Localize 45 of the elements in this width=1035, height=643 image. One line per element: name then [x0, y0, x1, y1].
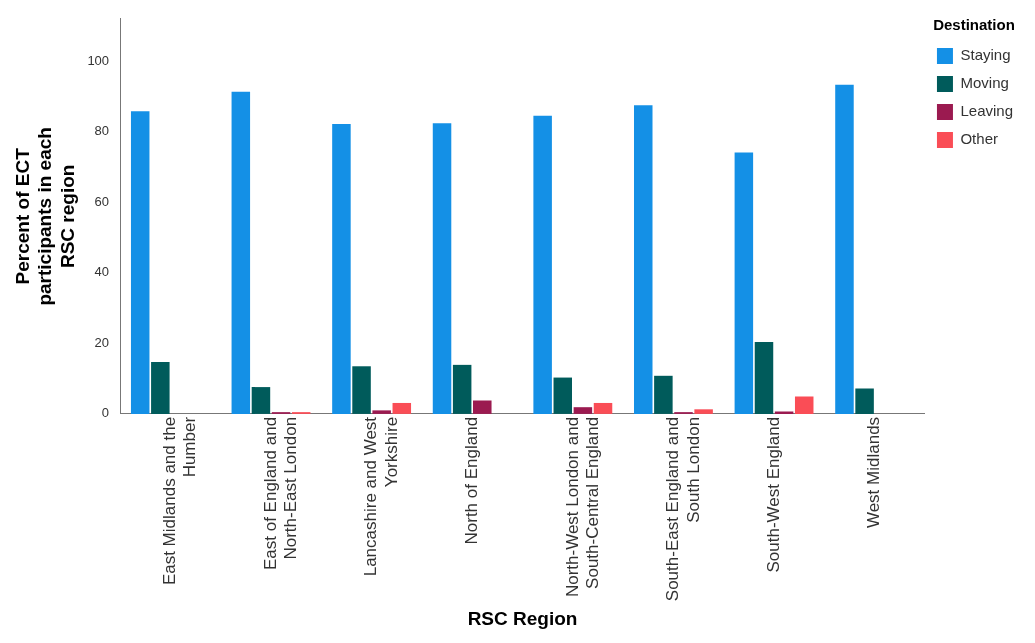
- bar: [473, 400, 492, 414]
- bar: [151, 362, 170, 414]
- bar: [855, 388, 874, 414]
- legend-label: Staying: [960, 46, 1011, 64]
- y-tick-label: 20: [94, 334, 110, 350]
- y-axis-title: Percent of ECT participants in each RSC region: [11, 127, 79, 306]
- bar: [593, 402, 613, 414]
- x-tick-label: South-West England: [763, 416, 783, 573]
- bar: [634, 105, 653, 414]
- bar: [734, 152, 754, 414]
- bar: [452, 364, 472, 414]
- legend-label: Other: [960, 130, 998, 148]
- x-tick-label: East of England and North-East London: [260, 416, 301, 571]
- x-tick-label: North-West London and South-Central England: [562, 416, 602, 598]
- bar: [231, 91, 251, 414]
- legend-label: Leaving: [960, 102, 1013, 120]
- bar: [332, 123, 351, 414]
- bar: [392, 402, 412, 414]
- bar: [432, 123, 452, 414]
- bar: [754, 341, 774, 414]
- bar: [372, 410, 391, 414]
- bar: [654, 375, 673, 414]
- y-tick-label: 0: [101, 405, 110, 421]
- legend-title: Destination: [933, 15, 1015, 33]
- x-tick-label: West Midlands: [864, 416, 884, 529]
- x-tick-label: East Midlands and the Humber: [160, 416, 200, 586]
- bar: [794, 396, 814, 414]
- legend-label: Moving: [960, 74, 1009, 92]
- x-axis-title: RSC Region: [467, 607, 578, 629]
- bar: [533, 115, 552, 414]
- x-tick-label: North of England: [461, 416, 481, 545]
- y-tick-label: 40: [94, 264, 110, 280]
- bar: [130, 111, 150, 414]
- y-tick-label: 100: [87, 52, 110, 68]
- y-tick-label: 80: [94, 123, 110, 139]
- bar: [352, 366, 371, 414]
- bar: [573, 407, 593, 414]
- bar: [835, 84, 854, 414]
- bar: [694, 409, 713, 414]
- bar: [774, 411, 794, 414]
- y-tick-label: 60: [94, 193, 110, 209]
- x-tick-label: Lancashire and West Yorkshire: [361, 416, 401, 577]
- x-tick-label: South-East England and South London: [663, 416, 703, 602]
- bar: [553, 377, 573, 414]
- bar: [251, 387, 271, 414]
